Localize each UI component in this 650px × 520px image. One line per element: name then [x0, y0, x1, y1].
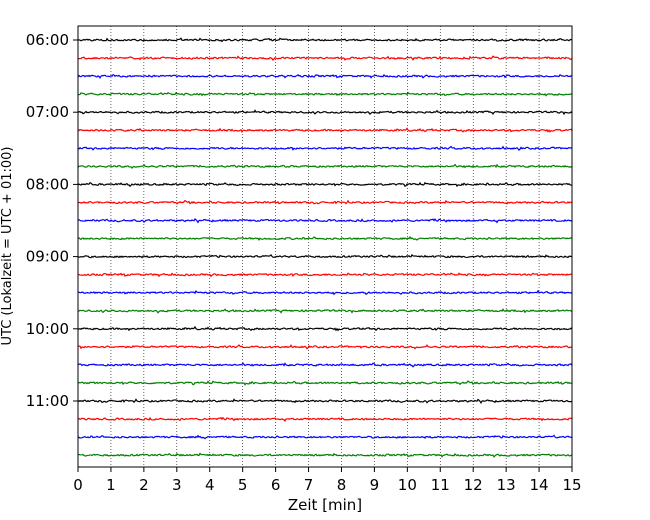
seismic-trace	[77, 55, 573, 62]
x-axis-ticks: 0 1 2 3 4 5 6 7 8 9 10 11 12 13 14 15	[73, 467, 582, 494]
y-tick-label: 10:00	[26, 320, 69, 338]
seismic-trace	[77, 398, 573, 404]
seismic-trace	[77, 325, 573, 332]
x-tick-label: 2	[139, 476, 149, 494]
seismic-trace	[77, 199, 573, 205]
y-tick-label: 07:00	[26, 103, 69, 121]
x-tick-label: 7	[304, 476, 314, 494]
seismic-trace	[77, 109, 573, 116]
seismic-trace	[77, 91, 573, 97]
seismic-trace	[77, 434, 573, 440]
x-tick-label: 14	[530, 476, 549, 494]
seismic-trace	[77, 362, 573, 368]
plot-frame	[77, 25, 573, 468]
seismic-trace	[77, 145, 573, 151]
plot-background	[78, 26, 572, 467]
x-tick-label: 0	[73, 476, 83, 494]
x-tick-label: 10	[398, 476, 417, 494]
seismic-trace	[77, 380, 573, 386]
seismic-trace	[77, 308, 573, 314]
x-tick-label: 13	[497, 476, 516, 494]
seismic-trace	[77, 235, 573, 241]
x-tick-label: 12	[464, 476, 483, 494]
seismic-trace	[77, 272, 573, 278]
x-tick-label: 3	[172, 476, 182, 494]
seismic-trace	[77, 37, 573, 43]
x-axis-label: Zeit [min]	[288, 496, 362, 514]
seismic-trace	[77, 344, 573, 350]
x-tick-label: 4	[205, 476, 215, 494]
traces-group	[77, 37, 573, 458]
seismic-trace	[77, 127, 573, 133]
x-tick-label: 8	[337, 476, 347, 494]
y-axis-ticks: 06:00 07:00 08:00 09:00 10:00 11:00	[26, 31, 78, 410]
y-tick-label: 11:00	[26, 392, 69, 410]
x-tick-label: 11	[431, 476, 450, 494]
seismic-trace	[77, 181, 573, 188]
y-tick-label: 08:00	[26, 175, 69, 193]
y-tick-label: 09:00	[26, 248, 69, 266]
seismic-trace	[77, 416, 573, 423]
seismic-trace	[77, 73, 573, 79]
y-tick-label: 06:00	[26, 31, 69, 49]
x-tick-label: 6	[271, 476, 281, 494]
x-tick-label: 15	[562, 476, 581, 494]
x-tick-label: 5	[238, 476, 248, 494]
seismic-trace	[77, 289, 573, 296]
x-tick-label: 1	[106, 476, 116, 494]
seismic-trace	[77, 452, 573, 458]
y-axis-label: UTC (Lokalzeit = UTC + 01:00)	[0, 147, 15, 346]
x-tick-label: 9	[370, 476, 380, 494]
seismic-trace	[77, 218, 573, 224]
seismic-trace	[77, 163, 573, 169]
seismic-trace	[77, 253, 573, 259]
